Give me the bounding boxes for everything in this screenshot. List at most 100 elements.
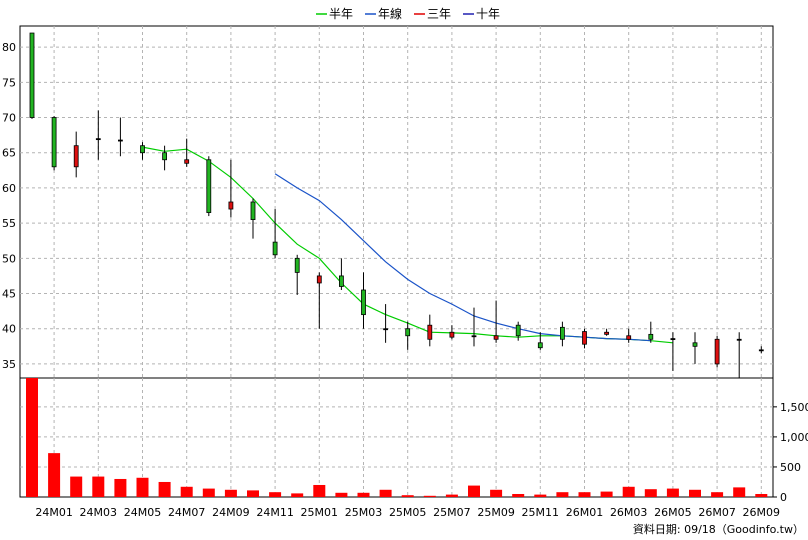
price-tick-label: 50 — [2, 252, 16, 265]
x-tick-label: 26M05 — [654, 506, 692, 519]
price-panel: 35 40 45 50 55 60 65 70 75 80 — [2, 25, 774, 379]
candle — [316, 272, 322, 329]
candle-body — [537, 342, 543, 349]
candle — [648, 321, 654, 343]
x-tick-label: 24M09 — [212, 506, 250, 519]
price-tick-label: 75 — [2, 76, 16, 89]
volume-bar — [269, 492, 282, 497]
volume-bar — [70, 476, 83, 497]
price-tick-label: 60 — [2, 182, 16, 195]
price-tick-label: 40 — [2, 323, 16, 336]
candle-body — [361, 289, 366, 316]
legend: 半年 年線 三年 十年 — [316, 6, 500, 21]
price-tick-label: 70 — [2, 112, 16, 125]
candle-body — [604, 331, 609, 335]
volume-bar — [202, 488, 215, 497]
legend-item: 十年 — [463, 7, 500, 21]
volume-bar — [423, 495, 436, 497]
candle — [626, 328, 632, 343]
candle-body — [736, 338, 742, 341]
candle — [736, 332, 742, 378]
candle-body — [206, 159, 212, 213]
candle — [118, 117, 123, 157]
legend-item: 三年 — [414, 7, 451, 21]
volume-bar — [689, 489, 701, 497]
candle-body — [118, 139, 123, 142]
volume-tick-label: 1,000 — [780, 431, 808, 444]
candle-body — [250, 201, 256, 221]
candle-body — [648, 333, 654, 340]
candle — [582, 328, 587, 349]
candle-body — [493, 335, 499, 340]
volume-bar — [666, 488, 679, 497]
candle-body — [140, 145, 145, 154]
candle-body — [272, 241, 278, 256]
x-tick-label: 26M07 — [698, 506, 736, 519]
volume-bar — [357, 492, 370, 497]
volume-bar — [26, 378, 38, 497]
candle — [29, 32, 35, 119]
volume-bar — [224, 489, 237, 497]
candle-body — [51, 117, 57, 168]
legend-label: 三年 — [427, 7, 451, 21]
volume-bar — [755, 493, 768, 497]
volume-bar — [512, 493, 525, 497]
volume-bar — [578, 492, 591, 497]
candle — [714, 335, 720, 368]
candle — [184, 138, 190, 167]
volume-bar — [401, 495, 414, 497]
volume-bar — [534, 494, 547, 497]
candle-body — [758, 349, 764, 352]
candle — [250, 198, 256, 239]
volume-bar — [445, 494, 458, 497]
x-tick-label: 25M09 — [477, 506, 515, 519]
volume-tick-label: 0 — [780, 491, 787, 504]
volume-bar — [180, 486, 193, 497]
volume-bar — [711, 492, 724, 497]
volume-tick-label: 1,500 — [780, 401, 808, 414]
legend-label: 年線 — [378, 6, 402, 21]
moving-average-line — [274, 173, 651, 342]
x-tick-label: 24M01 — [35, 506, 73, 519]
candle — [338, 258, 344, 290]
candle — [294, 254, 300, 295]
candle-body — [29, 32, 35, 118]
volume-bar — [247, 490, 259, 497]
x-tick-label: 26M09 — [743, 506, 781, 519]
volume-bar — [600, 491, 613, 497]
candle-body — [582, 331, 587, 345]
x-tick-label: 24M07 — [168, 506, 206, 519]
candle — [272, 209, 278, 259]
candle-body — [692, 342, 698, 347]
candle — [95, 110, 101, 160]
volume-bar — [136, 477, 149, 497]
price-tick-label: 80 — [2, 41, 16, 54]
x-tick-label: 26M03 — [610, 506, 648, 519]
legend-item: 年線 — [365, 6, 402, 21]
candle — [692, 332, 698, 364]
x-tick-label: 25M07 — [433, 506, 471, 519]
candle — [405, 321, 411, 350]
price-frame — [19, 25, 774, 379]
candle — [758, 346, 764, 354]
candle — [206, 156, 212, 217]
candle-body — [95, 138, 101, 141]
volume-bar — [490, 489, 503, 497]
x-tick-label: 24M11 — [256, 506, 294, 519]
volume-bar — [291, 493, 304, 497]
x-tick-label: 25M11 — [522, 506, 560, 519]
candle — [604, 328, 609, 336]
data-date-footer: 資料日期: 09/18（Goodinfo.tw） — [632, 523, 804, 536]
legend-label: 半年 — [329, 7, 353, 21]
candle — [493, 300, 499, 343]
volume-bar — [335, 492, 348, 497]
price-tick-label: 45 — [2, 288, 16, 301]
volume-panel: 0 500 1,000 1,500 — [19, 377, 808, 504]
price-tick-label: 55 — [2, 217, 16, 230]
price-tick-label: 65 — [2, 147, 16, 160]
candle-body — [228, 201, 234, 210]
candle-body — [162, 152, 168, 161]
candle-body — [515, 324, 521, 337]
legend-label: 十年 — [476, 7, 500, 21]
